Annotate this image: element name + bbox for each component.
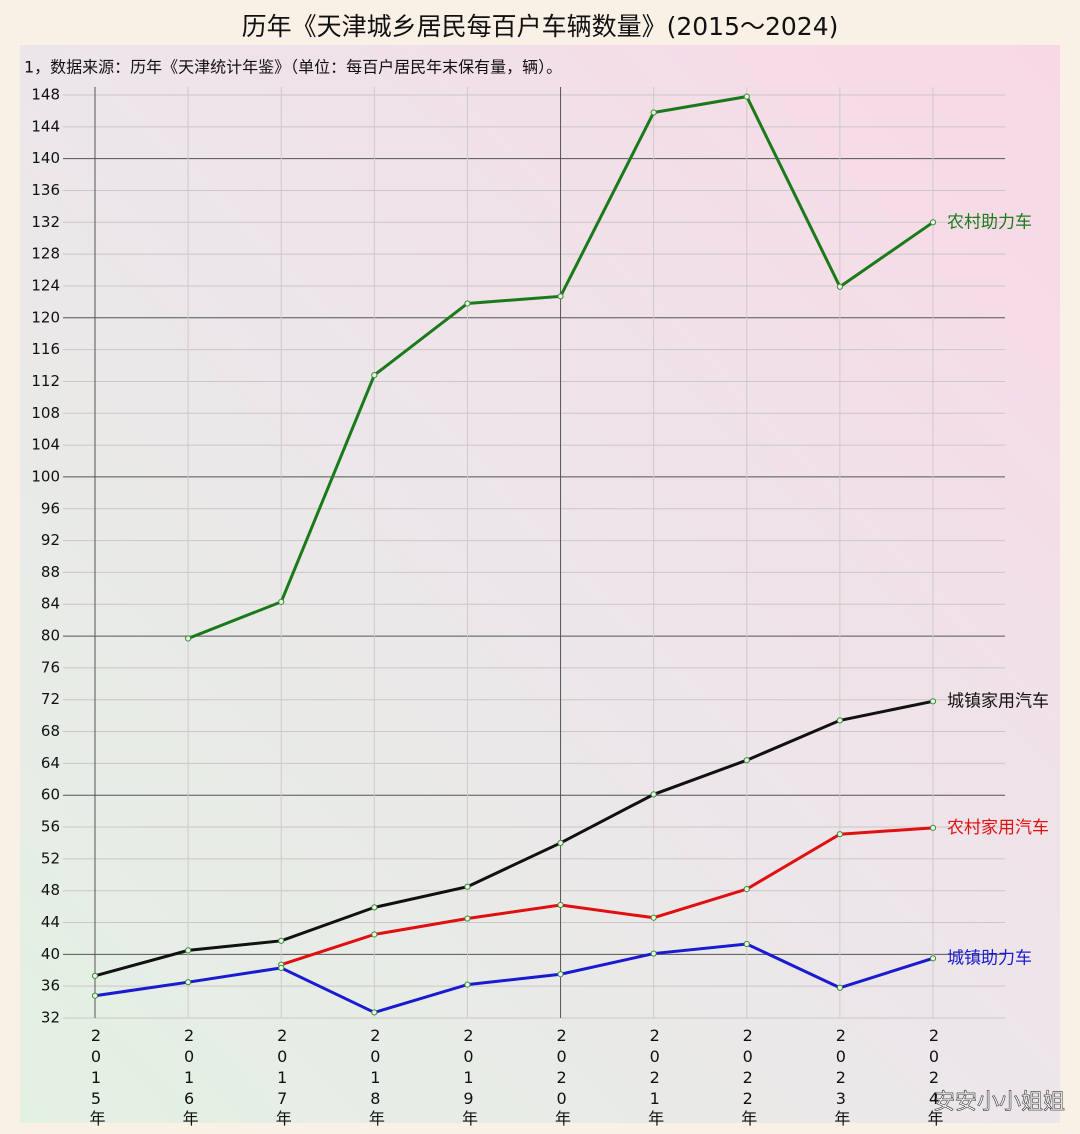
y-tick-label: 68 xyxy=(41,722,60,740)
y-tick-label: 40 xyxy=(41,945,60,963)
chart-subtitle: 1，数据来源：历年《天津统计年鉴》（单位：每百户居民年末保有量，辆）。 xyxy=(24,58,562,77)
point-marker xyxy=(371,1009,378,1016)
x-tick-label: 2019年 xyxy=(459,1026,478,1128)
point-marker xyxy=(464,883,471,890)
x-tick-label: 2015年 xyxy=(87,1026,106,1128)
point-marker xyxy=(650,109,657,116)
point-marker xyxy=(836,717,843,724)
point-marker xyxy=(650,791,657,798)
point-marker xyxy=(650,950,657,957)
y-tick-label: 144 xyxy=(31,117,60,135)
y-tick-label: 80 xyxy=(41,627,60,645)
point-marker xyxy=(371,371,378,379)
series-label: 农村助力车 xyxy=(947,212,1032,232)
chart-title: 历年《天津城乡居民每百户车辆数量》(2015～2024) xyxy=(242,12,839,41)
point-marker xyxy=(464,915,471,922)
point-marker xyxy=(557,293,564,300)
point-marker xyxy=(743,940,750,948)
watermark: 安安小小姐姐 xyxy=(933,1090,1065,1115)
point-marker xyxy=(185,979,192,986)
y-tick-label: 104 xyxy=(31,436,60,454)
point-marker xyxy=(929,824,937,831)
y-tick-label: 60 xyxy=(41,786,60,804)
y-tick-label: 148 xyxy=(31,86,60,104)
y-tick-label: 76 xyxy=(41,658,60,676)
y-tick-label: 116 xyxy=(31,340,60,358)
point-marker xyxy=(929,219,937,226)
point-marker xyxy=(557,839,564,847)
x-tick-label: 2021年 xyxy=(645,1026,664,1128)
y-tick-label: 44 xyxy=(41,913,60,931)
y-tick-label: 88 xyxy=(41,563,60,581)
x-tick-label: 2016年 xyxy=(180,1026,199,1128)
point-marker xyxy=(836,831,843,838)
y-tick-label: 64 xyxy=(41,754,60,772)
x-tick-label: 2017年 xyxy=(273,1026,292,1128)
x-tick-label: 2018年 xyxy=(366,1026,385,1128)
y-tick-label: 128 xyxy=(31,245,60,263)
point-marker xyxy=(557,971,564,978)
y-tick-label: 56 xyxy=(41,818,60,836)
point-marker xyxy=(278,598,285,605)
series-label: 城镇家用汽车 xyxy=(947,691,1049,711)
series-line xyxy=(280,826,934,967)
point-marker xyxy=(743,885,750,893)
point-marker xyxy=(371,904,378,911)
point-marker xyxy=(371,931,378,938)
point-marker xyxy=(836,984,843,991)
y-tick-label: 136 xyxy=(31,181,60,199)
y-tick-label: 140 xyxy=(31,149,60,167)
point-marker xyxy=(836,283,843,290)
point-marker xyxy=(929,955,937,962)
y-tick-label: 124 xyxy=(31,276,60,294)
y-tick-label: 112 xyxy=(31,372,60,390)
y-tick-label: 92 xyxy=(41,531,60,549)
y-tick-label: 96 xyxy=(41,499,60,517)
point-marker xyxy=(185,947,192,954)
y-tick-label: 132 xyxy=(31,213,60,231)
point-marker xyxy=(185,635,192,642)
point-marker xyxy=(650,914,657,921)
y-tick-label: 52 xyxy=(41,849,60,867)
point-marker xyxy=(464,981,471,988)
y-tick-label: 32 xyxy=(41,1009,60,1027)
series-label: 城镇助力车 xyxy=(947,948,1032,968)
x-tick-label: 2024年 xyxy=(925,1026,944,1128)
point-marker xyxy=(91,972,99,979)
series-line xyxy=(94,942,934,1015)
plot-background xyxy=(20,45,1060,1123)
point-marker xyxy=(278,964,285,971)
series-line xyxy=(94,699,934,978)
x-tick-label: 2023年 xyxy=(831,1026,850,1128)
y-tick-label: 108 xyxy=(31,404,60,422)
point-marker xyxy=(743,93,750,100)
point-marker xyxy=(557,901,564,909)
y-tick-label: 36 xyxy=(41,977,60,995)
point-marker xyxy=(743,757,750,764)
y-tick-label: 72 xyxy=(41,690,60,708)
y-tick-label: 100 xyxy=(31,467,60,485)
x-tick-label: 2022年 xyxy=(738,1026,757,1128)
point-marker xyxy=(91,992,99,999)
point-marker xyxy=(929,698,937,705)
x-tick-label: 2020年 xyxy=(552,1026,571,1128)
point-marker xyxy=(464,300,471,307)
point-marker xyxy=(278,937,285,944)
series-label: 农村家用汽车 xyxy=(947,818,1049,838)
y-tick-label: 120 xyxy=(31,308,60,326)
y-tick-label: 84 xyxy=(41,595,60,613)
y-tick-label: 48 xyxy=(41,881,60,899)
